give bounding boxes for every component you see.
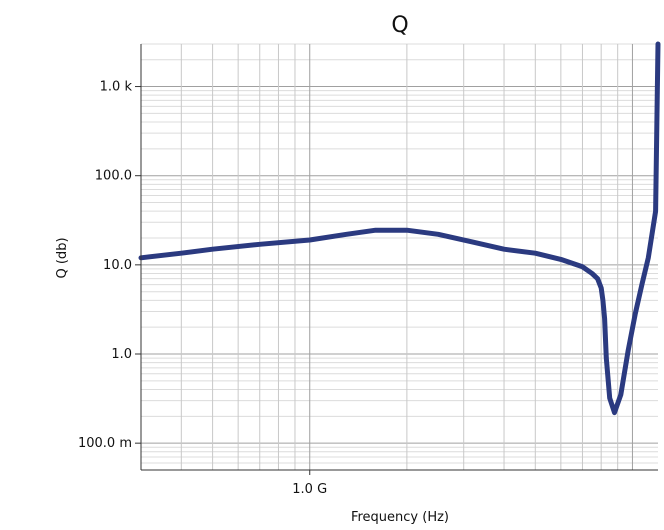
x-tick-label: 1.0 G [292, 482, 327, 497]
grid [140, 43, 658, 471]
y-tick-label: 100.0 m [78, 436, 132, 451]
x-axis-label: Frequency (Hz) [351, 510, 449, 525]
y-tick-label: 1.0 k [100, 80, 133, 95]
y-axis-label: Q (db) [55, 237, 70, 278]
tick-labels: 100.0 m 1.0 10.0 100.0 1.0 k 1.0 G [78, 80, 327, 497]
series-line [138, 41, 661, 416]
y-tick-label: 100.0 [95, 169, 132, 184]
y-tick-label: 1.0 [111, 347, 132, 362]
axes [140, 44, 658, 471]
chart-title: Q [391, 13, 408, 38]
plot-area [138, 41, 661, 416]
y-tick-label: 10.0 [103, 258, 132, 273]
